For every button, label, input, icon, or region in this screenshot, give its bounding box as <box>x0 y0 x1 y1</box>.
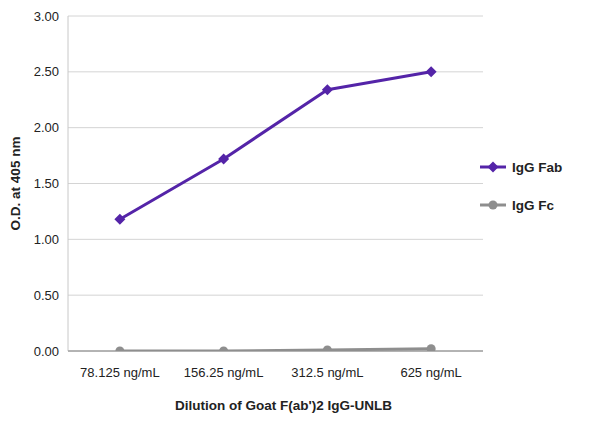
y-tick-label: 1.00 <box>34 232 59 247</box>
chart-container: 0.00 0.50 1.00 1.50 2.00 2.50 3.00 78.125 ng/mL… <box>0 0 600 422</box>
data-point <box>219 347 228 352</box>
x-tick-label: 625 ng/mL <box>400 365 461 380</box>
y-tick-label: 2.00 <box>34 120 59 135</box>
y-tick-label: 2.50 <box>34 64 59 79</box>
x-tick-label: 156.25 ng/mL <box>184 365 264 380</box>
data-point <box>114 214 125 225</box>
x-tick-label: 312.5 ng/mL <box>291 365 363 380</box>
y-tick-label: 3.00 <box>34 9 59 24</box>
series-line <box>120 349 431 351</box>
data-point <box>218 153 229 164</box>
data-point <box>322 84 333 95</box>
grid-line <box>68 127 483 128</box>
x-tick-label: 78.125 ng/mL <box>80 365 160 380</box>
y-tick-label: 0.50 <box>34 288 59 303</box>
x-axis-title: Dilution of Goat F(ab')2 IgG-UNLB <box>175 398 392 413</box>
y-tick-label: 1.50 <box>34 176 59 191</box>
data-point <box>426 66 437 77</box>
legend-label: IgG Fab <box>512 160 562 175</box>
data-point <box>115 347 124 352</box>
y-axis-line <box>68 16 69 351</box>
grid-line <box>68 239 483 240</box>
data-point <box>323 345 332 351</box>
legend-marker <box>489 201 498 210</box>
y-tick-label: 0.00 <box>34 344 59 359</box>
grid-line <box>68 16 483 17</box>
series-line <box>120 72 431 219</box>
data-point <box>427 344 436 351</box>
legend-label: IgG Fc <box>512 198 554 213</box>
plot-marks <box>114 66 436 351</box>
chart-svg: 0.00 0.50 1.00 1.50 2.00 2.50 3.00 78.125 ng/mL… <box>0 0 600 422</box>
grid-line <box>68 183 483 184</box>
y-axis-title: O.D. at 405 nm <box>8 137 23 231</box>
legend-marker <box>488 162 499 173</box>
grid-line <box>68 295 483 296</box>
